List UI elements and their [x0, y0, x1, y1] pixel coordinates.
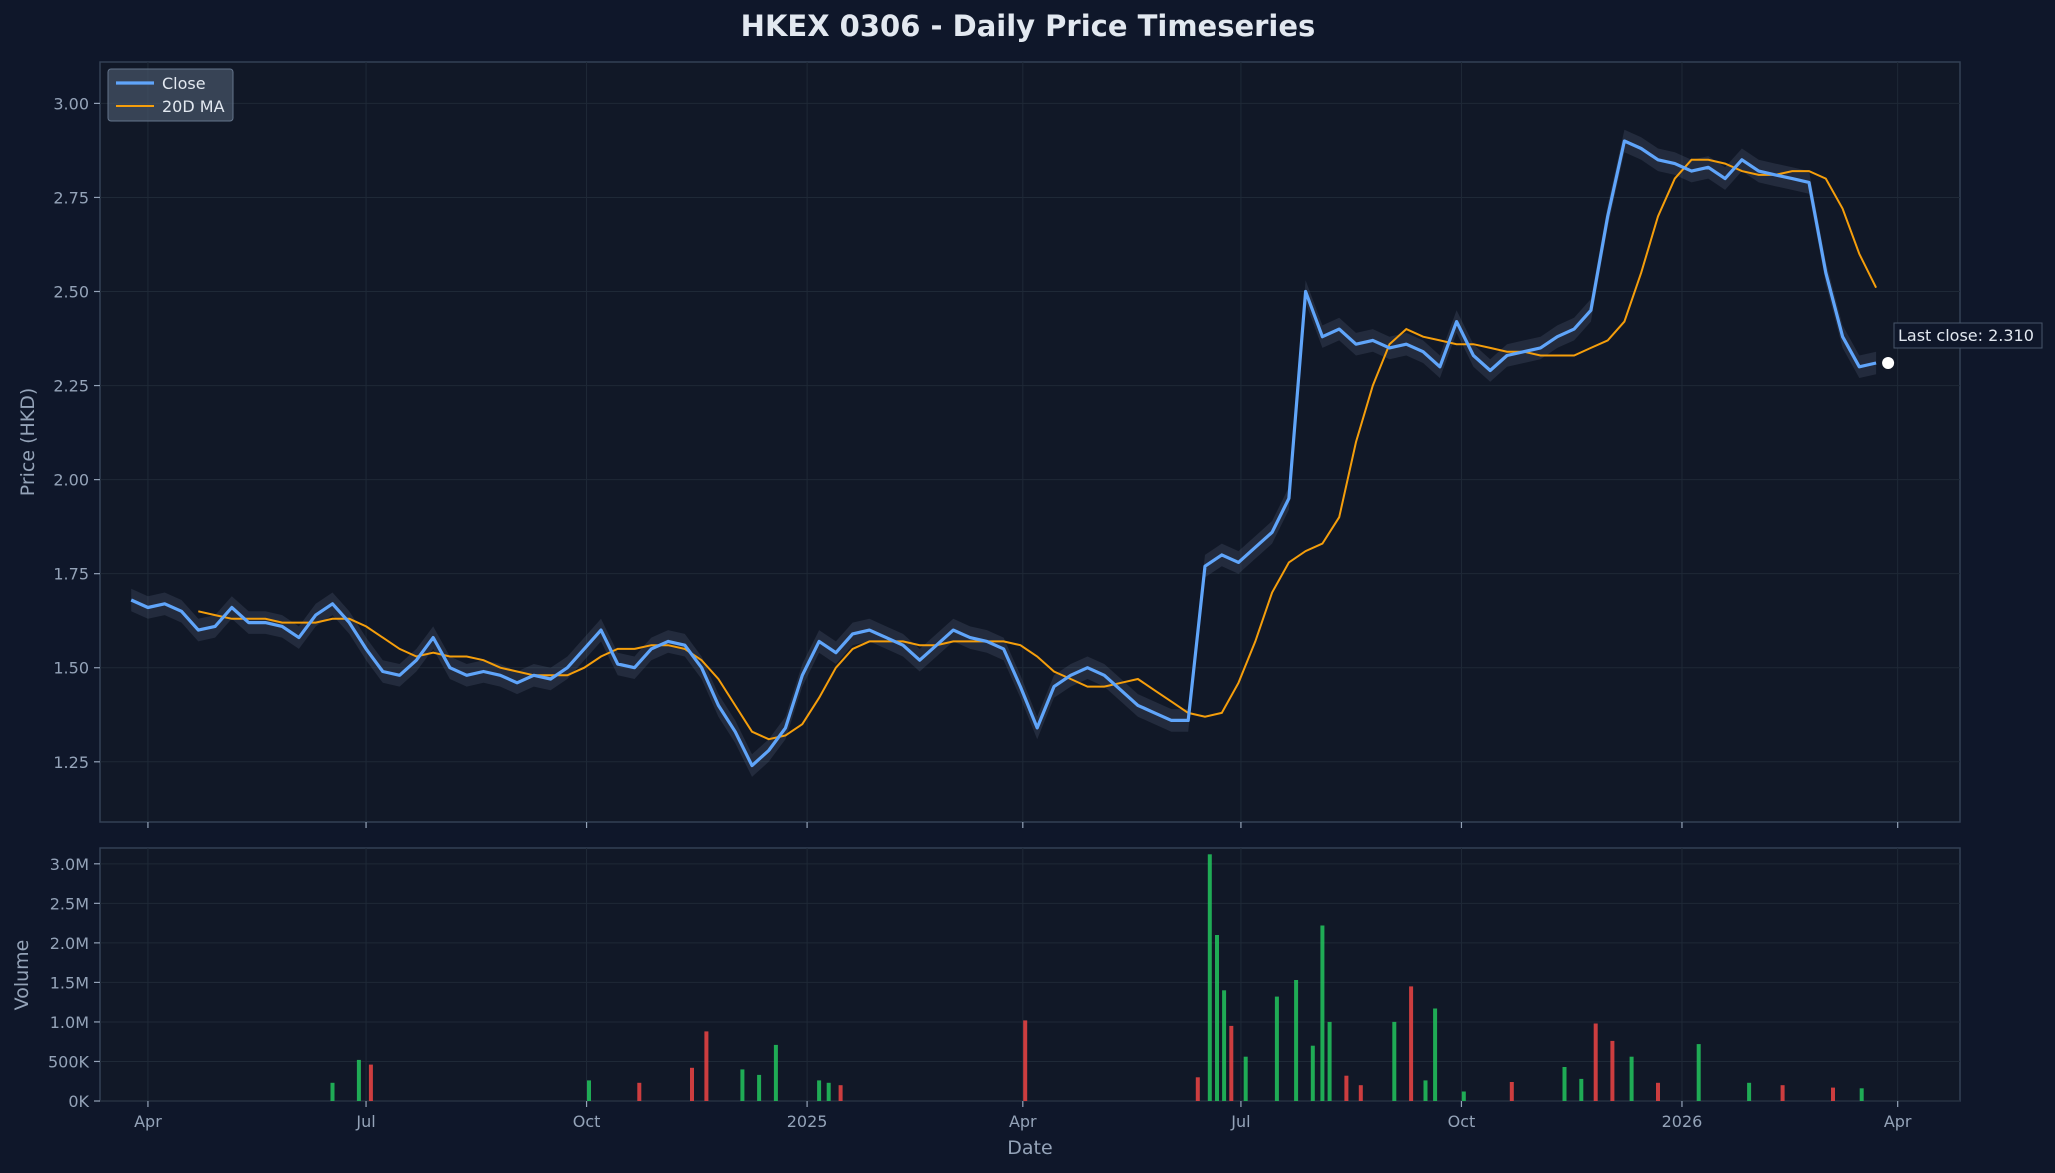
volume-bar: [690, 1067, 694, 1101]
volume-bar: [1274, 996, 1279, 1101]
volume-bar: [1023, 1020, 1028, 1101]
volume-bar: [1229, 1025, 1234, 1101]
volume-bar: [1656, 1082, 1660, 1101]
volume-bar: [1610, 1040, 1615, 1101]
volume-panel: 0K 500K 1.0M 1.5M 2.0M 2.5M 3.0M Apr Jul Oct 2025…: [11, 847, 1961, 1159]
volume-bar: [817, 1080, 822, 1101]
x-tick-label: Oct: [573, 1112, 601, 1131]
volume-bar: [1859, 1088, 1864, 1101]
legend-close-label: Close: [162, 74, 206, 93]
volume-y-tick-label: 3.0M: [50, 855, 89, 874]
price-panel: 1.25 1.50 1.75 2.00 2.25 2.50 2.75 3.00 Last cl…: [17, 61, 2043, 828]
volume-bar: [1320, 925, 1325, 1101]
volume-bar: [1222, 990, 1227, 1101]
last-close-marker: [1882, 356, 1895, 369]
x-tick-label: Oct: [1448, 1112, 1476, 1131]
volume-bar: [740, 1069, 745, 1101]
volume-bar: [1562, 1067, 1567, 1101]
volume-bars: [330, 854, 1864, 1101]
price-y-ticks: 1.25 1.50 1.75 2.00 2.25 2.50 2.75 3.00: [53, 94, 100, 772]
price-y-tick-label: 1.50: [53, 659, 89, 678]
price-y-tick-label: 1.25: [53, 753, 89, 772]
volume-bar: [826, 1082, 831, 1101]
chart-title: HKEX 0306 - Daily Price Timeseries: [741, 9, 1316, 43]
volume-bar: [1358, 1085, 1363, 1101]
x-axis-label: Date: [1007, 1137, 1052, 1159]
volume-bar: [773, 1044, 778, 1101]
annotation-text: Last close: 2.310: [1898, 326, 2034, 345]
volume-bar: [330, 1082, 335, 1101]
date-x-ticks: Apr Jul Oct 2025 Apr Jul Oct 2026 Apr: [134, 1101, 1912, 1131]
volume-bar: [1509, 1082, 1514, 1101]
volume-bar: [1696, 1044, 1701, 1101]
annotation-box: [1893, 322, 2043, 349]
volume-y-tick-label: 500K: [48, 1052, 90, 1071]
volume-bar: [1243, 1056, 1248, 1101]
volume-y-tick-label: 0K: [68, 1092, 89, 1111]
volume-bar: [1433, 1008, 1438, 1101]
price-y-tick-label: 2.75: [53, 188, 89, 207]
x-tick-label: Apr: [134, 1112, 162, 1131]
price-plot-area: [99, 61, 1961, 823]
price-y-tick-label: 2.25: [53, 377, 89, 396]
volume-bar: [1629, 1056, 1634, 1101]
volume-bar: [1207, 854, 1212, 1101]
x-tick-label: Jul: [355, 1112, 375, 1131]
volume-bar: [1747, 1082, 1752, 1101]
volume-bar: [1392, 1021, 1397, 1101]
volume-bar: [704, 1031, 709, 1101]
volume-bar: [838, 1085, 843, 1101]
volume-bar: [587, 1080, 591, 1101]
last-close-annotation: Last close: 2.310: [1893, 322, 2043, 349]
ma-20d-line: [198, 158, 1877, 741]
volume-bar: [1409, 986, 1414, 1101]
volume-bar: [1593, 1023, 1598, 1101]
volume-bar: [1780, 1085, 1785, 1101]
price-x-tick-marks: [147, 822, 1899, 828]
volume-y-tick-label: 2.5M: [50, 894, 89, 913]
price-y-tick-label: 2.50: [53, 283, 89, 302]
x-tick-label: 2026: [1662, 1112, 1703, 1131]
volume-bar: [1294, 980, 1299, 1101]
price-y-tick-label: 3.00: [53, 94, 89, 113]
volume-bar: [1423, 1080, 1428, 1101]
volume-grid: [100, 848, 1960, 1102]
volume-y-ticks: 0K 500K 1.0M 1.5M 2.0M 2.5M 3.0M: [48, 855, 100, 1111]
x-tick-label: Apr: [1884, 1112, 1912, 1131]
volume-bar: [757, 1074, 762, 1101]
volume-bar: [1461, 1091, 1466, 1101]
volume-bar: [1310, 1045, 1315, 1101]
price-y-tick-label: 1.75: [53, 565, 89, 584]
volume-y-tick-label: 1.5M: [50, 973, 89, 992]
close-price-line: [130, 139, 1877, 768]
volume-bar: [1215, 935, 1219, 1101]
volume-bar: [1831, 1087, 1835, 1101]
x-tick-label: 2025: [787, 1112, 828, 1131]
legend: Close 20D MA: [107, 68, 234, 122]
volume-bar: [368, 1064, 373, 1101]
volume-bar: [1579, 1078, 1584, 1101]
x-tick-label: Jul: [1230, 1112, 1250, 1131]
volume-y-tick-label: 2.0M: [50, 934, 89, 953]
volume-y-tick-label: 1.0M: [50, 1013, 89, 1032]
volume-y-axis-label: Volume: [11, 940, 33, 1011]
price-y-tick-label: 2.00: [53, 471, 89, 490]
volume-bar: [637, 1082, 642, 1101]
volume-plot-area: [99, 847, 1961, 1102]
volume-bar: [356, 1059, 361, 1101]
volume-bar: [1344, 1075, 1349, 1101]
legend-ma-label: 20D MA: [162, 97, 225, 116]
x-tick-label: Apr: [1009, 1112, 1037, 1131]
price-y-axis-label: Price (HKD): [17, 388, 39, 497]
volume-bar: [1195, 1077, 1200, 1101]
volume-bar: [1327, 1021, 1332, 1101]
